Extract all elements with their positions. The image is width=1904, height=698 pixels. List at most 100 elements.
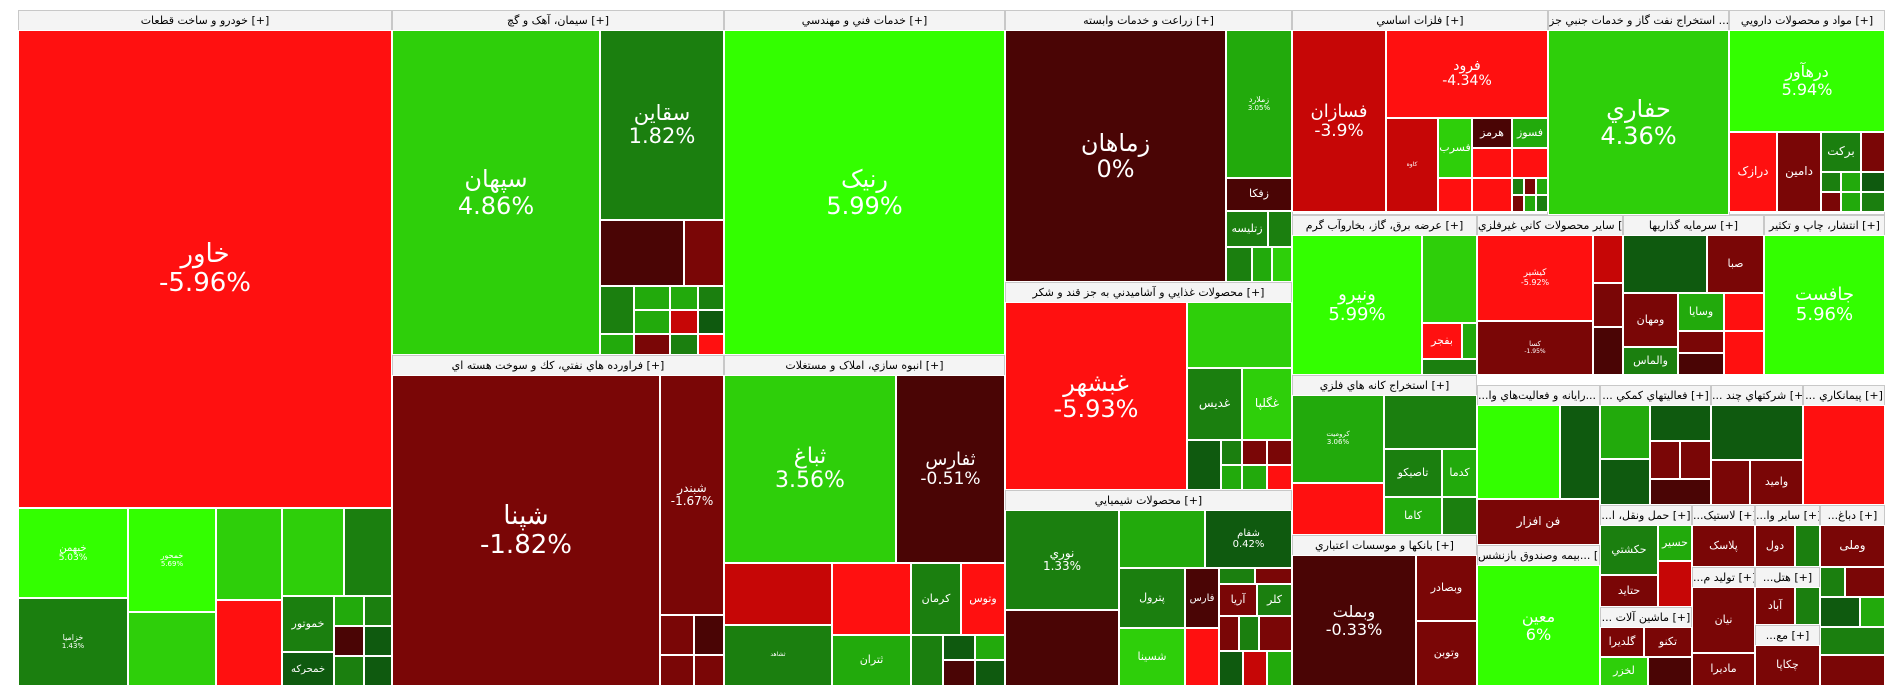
treemap-cell-small[interactable] [1472, 148, 1512, 178]
treemap-cell-small[interactable] [1187, 440, 1221, 490]
treemap-cell-small[interactable] [1650, 441, 1680, 479]
treemap-cell-small[interactable] [1438, 178, 1472, 212]
treemap-cell[interactable]: برکت [1821, 132, 1861, 172]
treemap-cell-small[interactable] [1678, 353, 1724, 375]
treemap-cell-small[interactable] [1512, 148, 1548, 178]
treemap-cell-small[interactable] [1600, 405, 1650, 459]
treemap-cell[interactable]: غگلپا [1242, 368, 1292, 440]
treemap-cell[interactable] [600, 220, 684, 286]
treemap-cell-small[interactable] [1512, 178, 1524, 195]
treemap-cell[interactable]: درهآور 5.94% [1729, 30, 1885, 132]
treemap-cell-small[interactable] [1860, 597, 1885, 627]
treemap-cell-small[interactable] [1239, 616, 1259, 651]
treemap-cell-small[interactable] [1185, 628, 1219, 686]
treemap-cell-small[interactable] [1512, 195, 1524, 212]
treemap-cell-small[interactable] [1536, 178, 1548, 195]
sector-title[interactable]: فراورده هاي نفتي، كك و سوخت هسته اي [+] [393, 356, 723, 377]
treemap-cell-small[interactable] [1524, 178, 1536, 195]
treemap-cell-small[interactable] [634, 310, 670, 334]
treemap-cell[interactable]: فن افزار [1477, 499, 1600, 545]
sector-title[interactable]: محصولات غذايي و آشاميدني به جز قند و شكر… [1006, 283, 1291, 304]
treemap-cell[interactable] [1005, 610, 1119, 686]
treemap-cell-small[interactable] [670, 286, 698, 310]
treemap-cell-small[interactable] [698, 310, 724, 334]
sector-title[interactable]: ...هتل [+] [1756, 568, 1819, 589]
treemap-cell[interactable]: دامین [1777, 132, 1821, 212]
treemap-cell[interactable]: تاصیکو [1384, 449, 1442, 497]
treemap-cell[interactable] [1477, 405, 1560, 499]
treemap-cell-small[interactable] [1820, 655, 1885, 686]
sector-title[interactable]: انتشار، چاپ و تکثير [+] [1765, 216, 1884, 237]
treemap-cell[interactable]: خاور -5.96% [18, 30, 392, 508]
treemap-cell-small[interactable] [1820, 627, 1885, 655]
treemap-cell[interactable]: دول [1755, 525, 1795, 567]
treemap-cell-small[interactable] [1861, 192, 1885, 212]
treemap-cell[interactable]: فرود -4.34% [1386, 30, 1548, 118]
treemap-cell-small[interactable] [1648, 657, 1692, 686]
treemap-cell-small[interactable] [943, 660, 975, 686]
treemap-cell-small[interactable] [334, 656, 364, 686]
treemap-cell[interactable]: وامید [1750, 460, 1803, 505]
treemap-cell-small[interactable] [1219, 568, 1255, 584]
treemap-cell-small[interactable] [1267, 651, 1292, 686]
treemap-cell-small[interactable] [943, 635, 975, 660]
treemap-cell-small[interactable] [1841, 192, 1861, 212]
treemap-cell-small[interactable] [1536, 195, 1548, 212]
treemap-cell[interactable]: فسوز [1512, 118, 1548, 148]
treemap-cell-small[interactable] [1821, 172, 1841, 192]
sector-title[interactable]: انبوه سازي، املاک و مستغلات [+] [725, 356, 1004, 377]
treemap-cell-small[interactable] [364, 596, 392, 626]
treemap-cell-small[interactable] [1623, 235, 1707, 293]
treemap-cell[interactable]: تکنو [1644, 627, 1692, 657]
treemap-cell[interactable]: حسیر [1658, 525, 1692, 561]
treemap-cell-small[interactable] [1861, 172, 1885, 192]
treemap-cell-small[interactable] [698, 334, 724, 355]
treemap-cell[interactable]: ثتران [832, 635, 911, 686]
treemap-cell[interactable]: خموتور [282, 596, 334, 652]
treemap-cell-small[interactable] [1650, 479, 1711, 505]
treemap-cell-small[interactable] [1252, 247, 1272, 282]
sector-title[interactable]: ... ماشین آلات [+] [1601, 608, 1691, 629]
treemap-cell[interactable]: کاما [1384, 497, 1442, 535]
treemap-cell[interactable]: والماس [1623, 347, 1678, 375]
sector-title[interactable]: ... فعالیتهاي کمکي [+] [1601, 386, 1710, 407]
treemap-cell[interactable]: زماهان 0% [1005, 30, 1226, 282]
treemap-cell-small[interactable] [1442, 497, 1477, 535]
treemap-cell-small[interactable] [1845, 567, 1885, 597]
treemap-cell[interactable] [684, 220, 724, 286]
treemap-cell[interactable]: غبشهر -5.93% [1005, 302, 1187, 490]
treemap-cell[interactable]: کرمان [911, 563, 961, 635]
treemap-cell[interactable]: فسازان -3.9% [1292, 30, 1386, 212]
sector-title[interactable]: ...حمل ونقل، ا [+] [1601, 506, 1691, 527]
treemap-cell[interactable]: خمحرکه [282, 652, 334, 686]
treemap-cell[interactable] [1187, 302, 1292, 368]
treemap-cell[interactable] [1384, 395, 1477, 449]
treemap-cell-small[interactable] [1821, 192, 1841, 212]
treemap-cell[interactable]: وتوبن [1416, 621, 1477, 686]
treemap-cell[interactable]: وبملت -0.33% [1292, 555, 1416, 686]
treemap-cell[interactable]: فسرب [1438, 118, 1472, 178]
treemap-cell[interactable]: فارس [1185, 568, 1219, 628]
treemap-cell-small[interactable] [600, 334, 634, 355]
sector-title[interactable]: سيمان، آهک و گچ [+] [393, 11, 723, 32]
sector-title[interactable]: ...ساير وا [+] [1756, 506, 1819, 527]
treemap-cell-small[interactable] [1221, 440, 1242, 465]
treemap-cell[interactable]: آریا [1219, 584, 1257, 616]
treemap-cell[interactable]: جافست 5.96% [1764, 235, 1885, 375]
treemap-cell[interactable]: خمحور 5.69% [128, 508, 216, 612]
treemap-cell[interactable]: درازک [1729, 132, 1777, 212]
treemap-cell-small[interactable] [1422, 359, 1477, 375]
treemap-cell[interactable]: غدیس [1187, 368, 1242, 440]
treemap-cell[interactable]: زملارد 3.05% [1226, 30, 1292, 178]
treemap-cell-small[interactable] [1593, 235, 1623, 283]
treemap-cell[interactable]: معین 6% [1477, 565, 1600, 686]
treemap-cell-small[interactable] [1724, 331, 1764, 375]
treemap-cell-small[interactable] [1226, 247, 1252, 282]
treemap-cell-small[interactable] [1600, 459, 1650, 505]
sector-title[interactable]: ... پيمانكاري [+] [1804, 386, 1884, 407]
treemap-cell[interactable]: سقاین 1.82% [600, 30, 724, 220]
treemap-cell-small[interactable] [364, 656, 392, 686]
sector-title[interactable]: خودرو و ساخت قطعات [+] [19, 11, 391, 32]
treemap-cell-small[interactable] [911, 635, 943, 686]
sector-title[interactable]: ...دباغ [+] [1821, 506, 1884, 527]
